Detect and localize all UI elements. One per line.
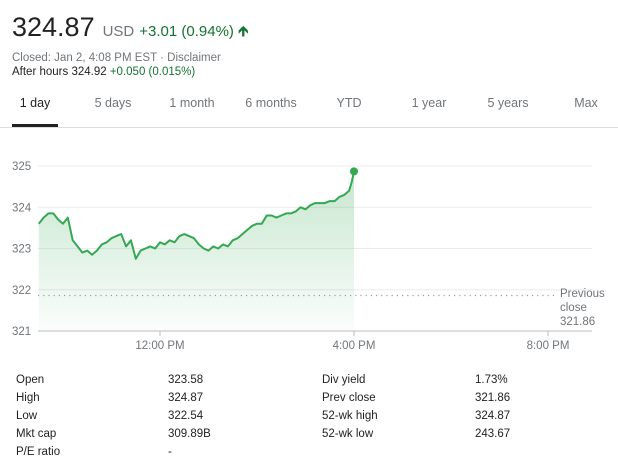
stat-value-52wk-low: 243.67 xyxy=(475,428,511,440)
stat-value-52wk-high: 324.87 xyxy=(475,410,511,422)
price-area-fill xyxy=(38,171,355,331)
tab-6-months[interactable]: 6 months xyxy=(245,96,297,110)
x-tick-label: 4:00 PM xyxy=(333,340,376,352)
stat-value-pe-ratio: - xyxy=(168,446,172,458)
tab-divider xyxy=(0,127,618,128)
stat-value-div-yield: 1.73% xyxy=(475,374,508,386)
range-tabs: 1 day 5 days 1 month 6 months YTD 1 year… xyxy=(0,88,618,128)
after-hours-price: 324.92 xyxy=(71,66,107,78)
arrow-up-icon: 🡹 xyxy=(237,23,249,40)
quote-header: 324.87 USD +3.01 (0.94%) 🡹 Closed: Jan 2… xyxy=(12,12,249,79)
stat-value-prev-close: 321.86 xyxy=(475,392,511,404)
after-hours-label: After hours xyxy=(12,66,69,78)
y-tick-label: 323 xyxy=(12,244,31,256)
stat-label-low: Low xyxy=(16,410,38,422)
stat-value-high: 324.87 xyxy=(168,392,204,404)
stat-label-mkt-cap: Mkt cap xyxy=(16,428,57,440)
y-tick-label: 325 xyxy=(12,161,31,173)
separator: · xyxy=(160,52,164,64)
previous-close-label: close xyxy=(560,302,587,314)
y-tick-label: 322 xyxy=(12,285,31,297)
closed-time: Closed: Jan 2, 4:08 PM EST xyxy=(12,52,157,64)
stat-label-high: High xyxy=(16,392,40,404)
tab-ytd[interactable]: YTD xyxy=(336,96,362,110)
tab-5-days[interactable]: 5 days xyxy=(94,96,132,110)
stat-label-open: Open xyxy=(16,374,45,386)
tab-1-day[interactable]: 1 day xyxy=(12,88,58,127)
stat-label-prev-close: Prev close xyxy=(322,392,376,404)
y-tick-label: 321 xyxy=(12,326,31,338)
tab-5-years[interactable]: 5 years xyxy=(487,96,529,110)
price-change: +3.01 (0.94%) xyxy=(139,23,234,40)
stock-price: 324.87 xyxy=(12,12,95,42)
last-price-dot xyxy=(350,167,358,176)
stat-value-open: 323.58 xyxy=(168,374,204,386)
stat-label-52wk-low: 52-wk low xyxy=(322,428,374,440)
y-tick-label: 324 xyxy=(12,202,32,214)
previous-close-value: 321.86 xyxy=(560,316,595,328)
after-hours-change: +0.050 (0.015%) xyxy=(109,66,196,78)
disclaimer-link[interactable]: Disclaimer xyxy=(167,52,221,64)
currency-label: USD xyxy=(102,23,135,40)
stat-label-52wk-high: 52-wk high xyxy=(322,410,378,422)
stat-label-div-yield: Div yield xyxy=(322,374,366,386)
stat-value-low: 322.54 xyxy=(168,410,204,422)
x-tick-label: 8:00 PM xyxy=(527,340,570,352)
tab-max[interactable]: Max xyxy=(574,96,598,110)
price-line xyxy=(38,171,355,260)
x-tick-label: 12:00 PM xyxy=(135,340,184,352)
previous-close-label: Previous xyxy=(560,288,605,300)
stat-label-pe-ratio: P/E ratio xyxy=(16,446,61,458)
tab-1-year[interactable]: 1 year xyxy=(411,96,447,110)
tab-1-month[interactable]: 1 month xyxy=(169,96,215,110)
stat-value-mkt-cap: 309.89B xyxy=(168,428,211,440)
